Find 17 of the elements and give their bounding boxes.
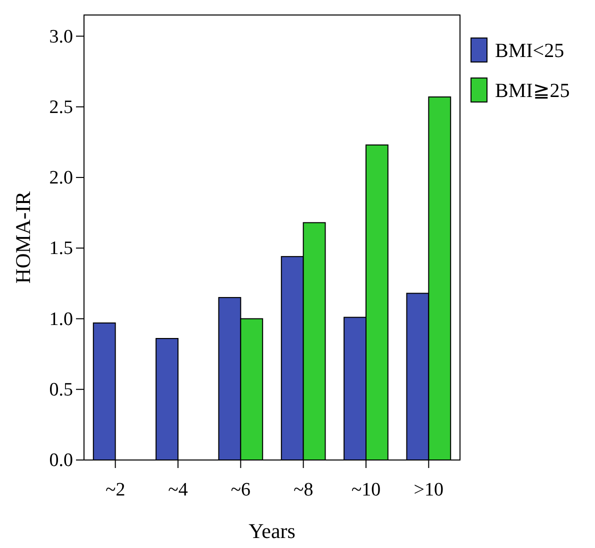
x-axis-title: Years	[248, 519, 296, 543]
x-tick-label: ~6	[230, 480, 251, 501]
y-tick-label: 0.5	[49, 379, 73, 400]
y-axis-title: HOMA-IR	[11, 191, 35, 284]
y-tick-label: 1.5	[49, 238, 73, 260]
x-tick-label: ~8	[293, 480, 314, 501]
x-tick-label: ~2	[105, 480, 126, 501]
legend-label: BMI<25	[495, 40, 564, 62]
y-tick-label: 2.5	[49, 96, 73, 118]
y-tick-label: 2.0	[49, 168, 73, 189]
y-tick-label: 1.0	[49, 308, 73, 330]
x-tick-label: >10	[414, 480, 444, 501]
legend-label: BMI≧25	[495, 80, 570, 102]
y-tick-label: 0.0	[49, 450, 73, 472]
x-tick-label: ~10	[351, 480, 381, 501]
x-tick-label: ~4	[168, 480, 188, 501]
y-tick-label: 3.0	[49, 26, 73, 48]
